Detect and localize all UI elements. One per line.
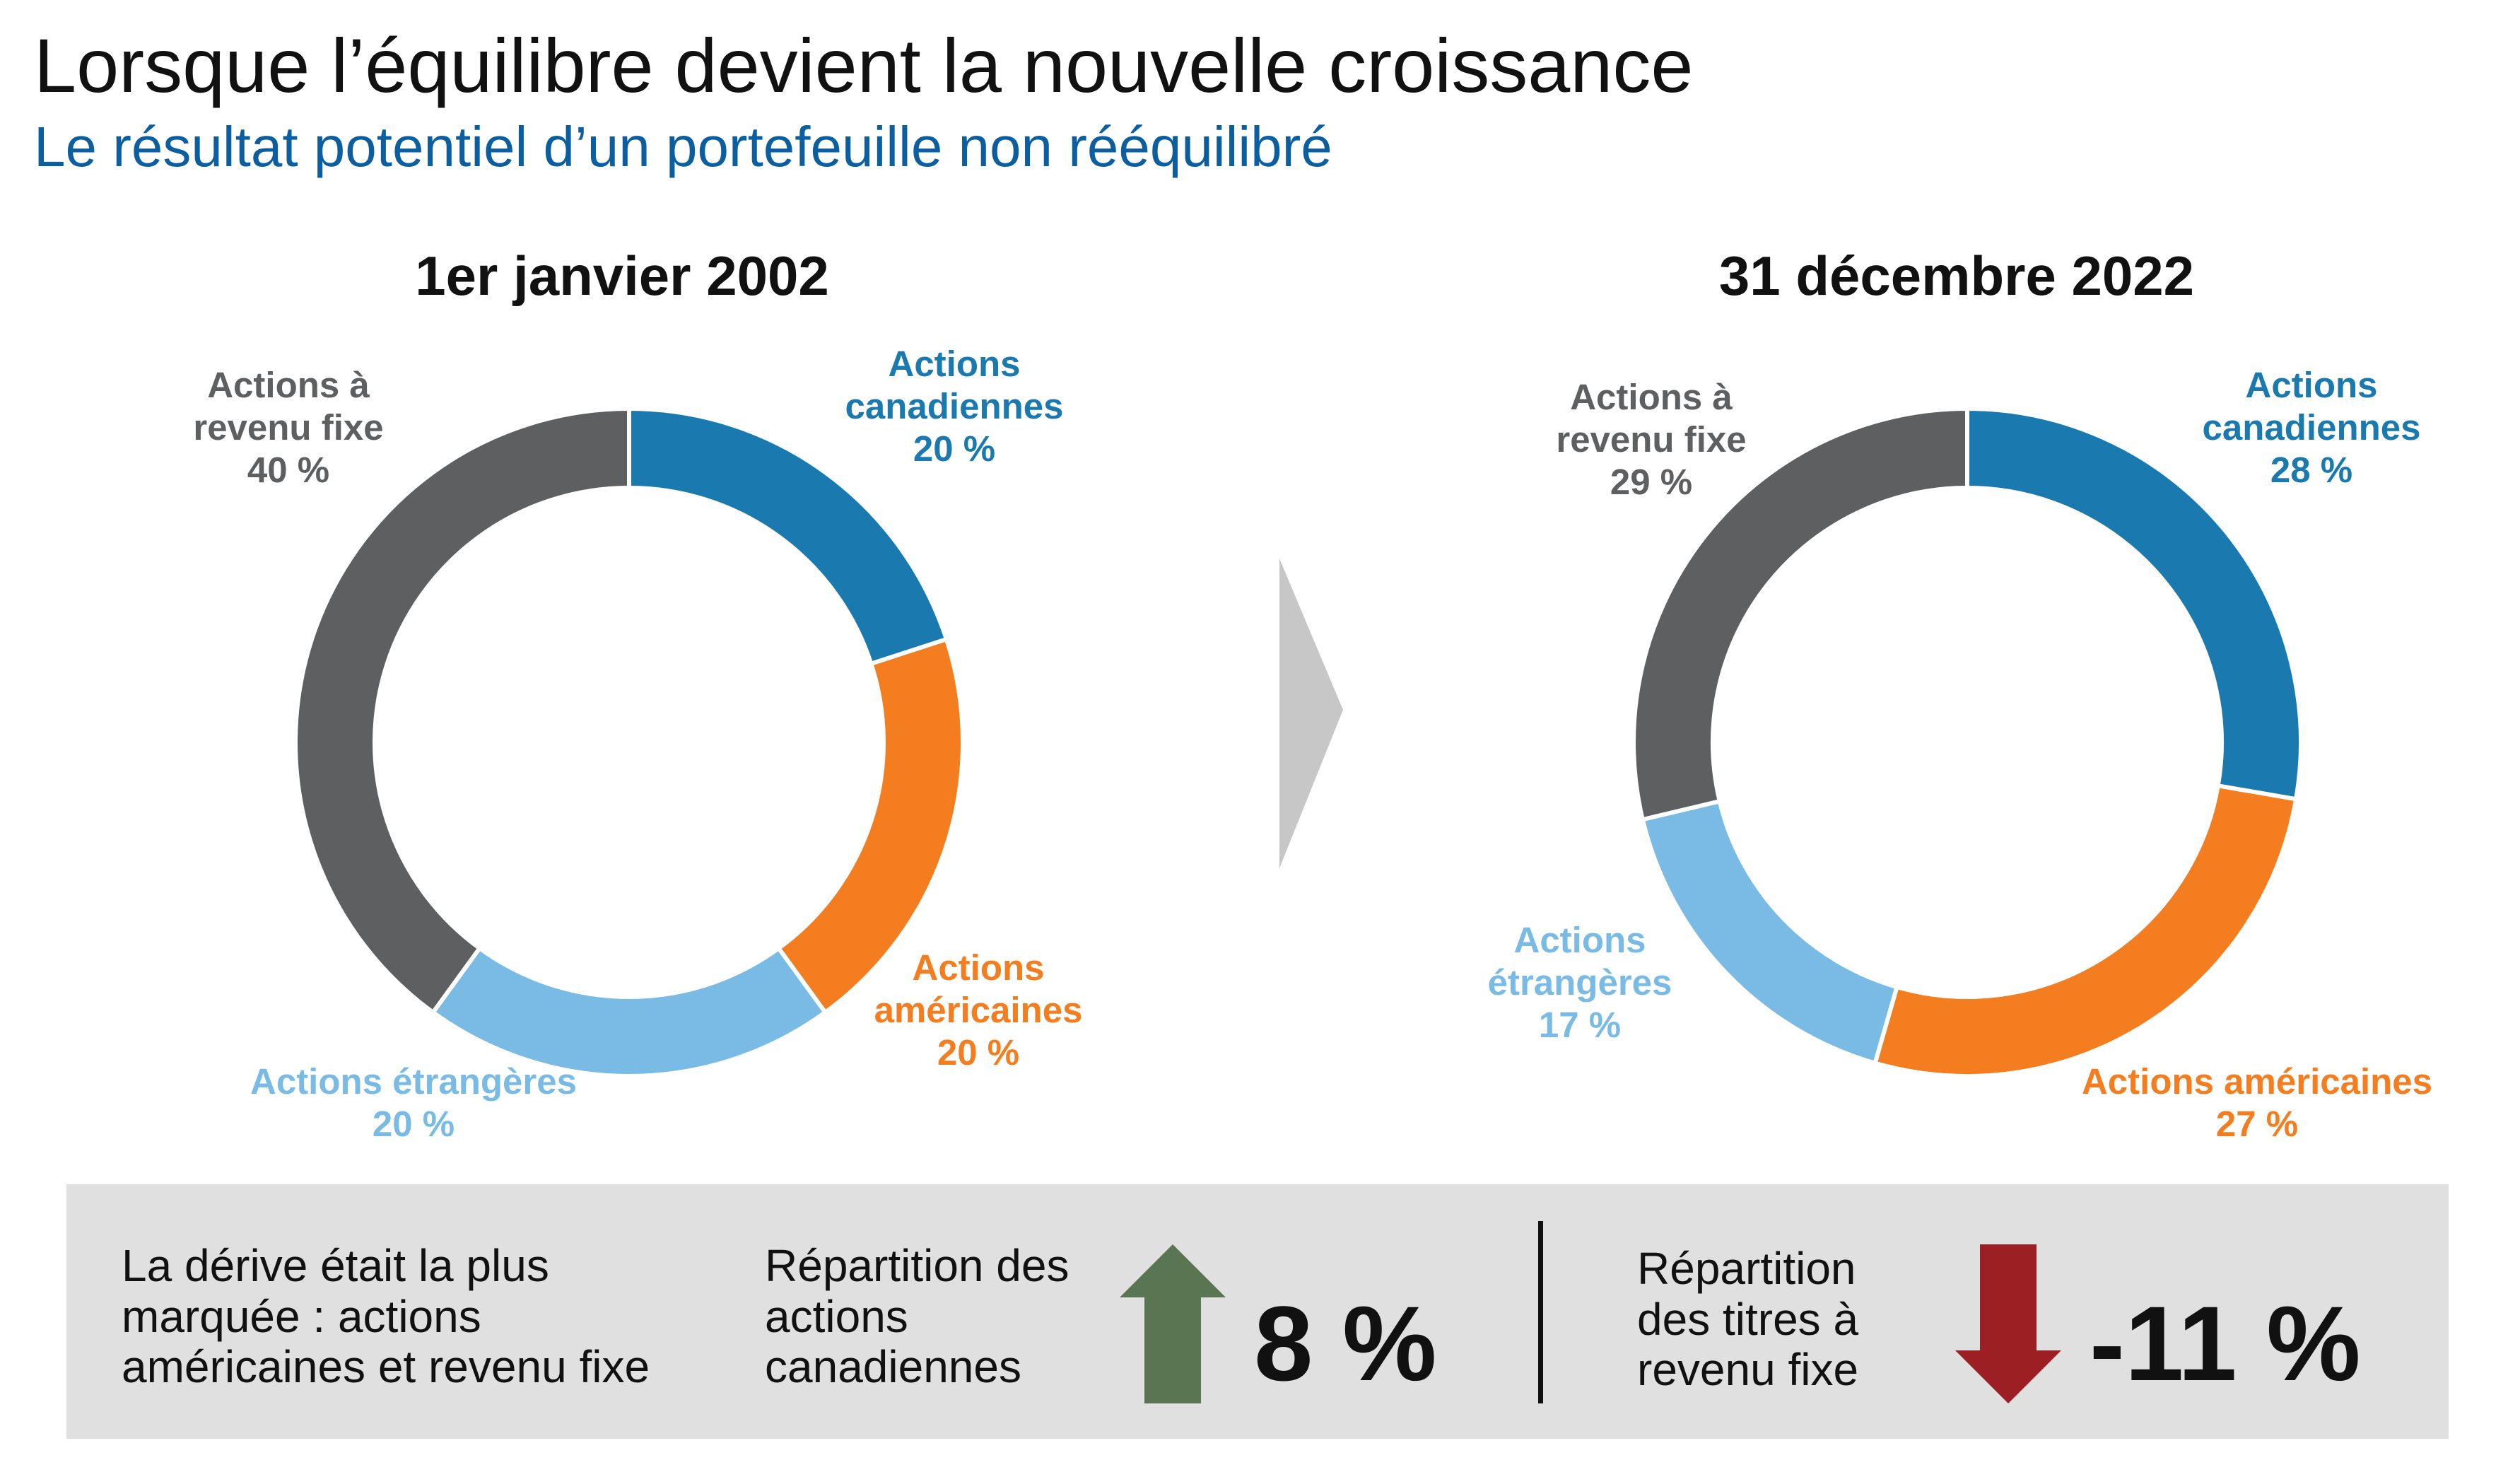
drift-note-line: américaines et revenu fixe [122, 1341, 650, 1393]
fixed-label-line: des titres à [1637, 1293, 1859, 1345]
chart-1-title: 1er janvier 2002 [415, 245, 829, 307]
slice-label-line: 20 % [913, 428, 995, 469]
slice-label: Actions canadiennes 20 % [845, 344, 1064, 469]
fixed-label-line: Répartition [1637, 1243, 1856, 1294]
donut-chart-2002: Actions canadiennes 20 %Actions américaines… [193, 344, 1082, 1144]
canadian-label-line: canadiennes [765, 1341, 1021, 1393]
slice-label-line: Actions [1513, 920, 1646, 960]
donut-chart-2022: Actions canadiennes 28 %Actions américaine… [1488, 365, 2432, 1144]
canadian-label-line: actions [765, 1290, 908, 1342]
slice-label-line: 28 % [2270, 450, 2352, 490]
canadian-label-line: Répartition des [765, 1240, 1069, 1291]
slice-label-line: 17 % [1539, 1005, 1621, 1045]
slice-label-line: Actions américaines [2082, 1061, 2432, 1102]
transition-arrow [1279, 559, 1343, 868]
slice-label-line: 20 % [373, 1104, 455, 1144]
summary-divider [1538, 1221, 1543, 1403]
charts-area: Actions canadiennes 20 %Actions américaines… [193, 344, 2432, 1144]
canadian-change-value: 8 % [1254, 1284, 1437, 1403]
slice-label-line: revenu fixe [1556, 419, 1746, 460]
fixed-label-line: revenu fixe [1637, 1344, 1859, 1396]
slice-label-line: Actions à [207, 365, 370, 405]
donut-slice-actions-am-ricaines [1872, 783, 2299, 1078]
fixed-income-allocation-label: Répartition des titres à revenu fixe [1637, 1243, 1859, 1396]
slice-label-line: 27 % [2216, 1104, 2298, 1144]
slice-label: Actions américaines 20 % [874, 947, 1083, 1073]
chart-2-title: 31 décembre 2022 [1718, 245, 2195, 307]
slice-label-line: 40 % [247, 450, 329, 490]
fixed-income-change-value: -11 % [2090, 1284, 2361, 1403]
drift-note: La dérive était la plus marquée : action… [122, 1240, 650, 1393]
drift-note-line: La dérive était la plus [122, 1240, 549, 1291]
slice-label: Actions canadiennes 28 % [2203, 365, 2421, 490]
slice-label-line: revenu fixe [193, 407, 383, 448]
canadian-allocation-label: Répartition des actions canadiennes [765, 1240, 1069, 1393]
slice-label: Actions à revenu fixe 40 % [193, 365, 383, 490]
slice-label: Actions à revenu fixe 29 % [1556, 377, 1746, 502]
summary-panel: La dérive était la plus marquée : action… [66, 1184, 2449, 1439]
slice-label-line: Actions [912, 947, 1044, 988]
slice-label-line: américaines [874, 990, 1083, 1030]
donut-slice-actions-trang-res [1640, 798, 1900, 1066]
up-arrow-icon [1120, 1244, 1226, 1403]
donut-slice-actions-canadiennes [627, 406, 949, 667]
slice-label-line: 29 % [1610, 462, 1692, 502]
slice-label: Actions américaines 27 % [2082, 1061, 2432, 1144]
slice-label: Actions étrangères 20 % [250, 1061, 577, 1144]
slice-label-line: canadiennes [2203, 407, 2421, 448]
donut-slice-actions-trang-res [430, 945, 828, 1078]
page-subtitle: Le résultat potentiel d’un portefeuille … [34, 115, 1332, 178]
slice-label-line: 20 % [937, 1032, 1019, 1073]
slice-label-line: étrangères [1488, 962, 1672, 1003]
slice-label-line: Actions à [1570, 377, 1733, 417]
slice-label-line: canadiennes [845, 386, 1064, 426]
donut-slice-actions-revenu-fixe [1631, 406, 1969, 822]
page-title: Lorsque l’équilibre devient la nouvelle … [34, 23, 1694, 108]
slice-label-line: Actions [2245, 365, 2377, 405]
slice-label-line: Actions étrangères [250, 1061, 577, 1102]
donut-slice-actions-revenu-fixe [293, 406, 631, 1016]
down-arrow-icon [1955, 1244, 2061, 1403]
donut-slice-actions-canadiennes [1965, 406, 2303, 802]
slice-label: Actions étrangères 17 % [1488, 920, 1672, 1045]
slice-label-line: Actions [888, 344, 1020, 384]
drift-note-line: marquée : actions [122, 1290, 481, 1342]
